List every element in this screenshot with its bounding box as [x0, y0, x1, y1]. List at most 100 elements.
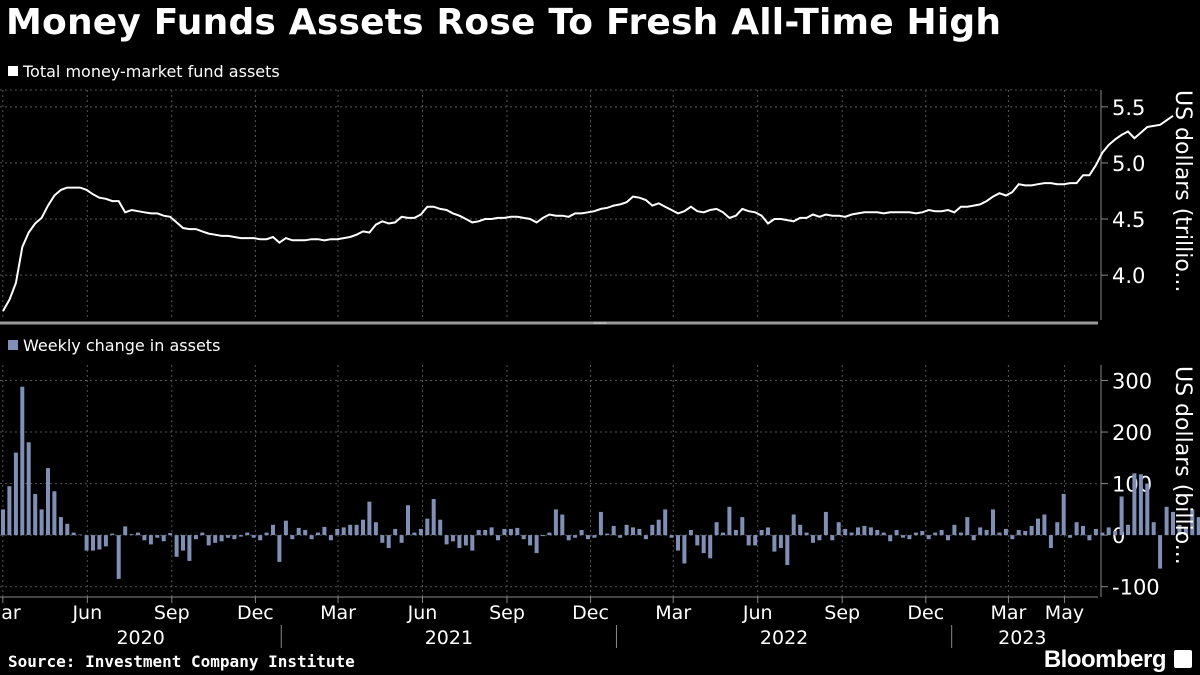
bar: [232, 535, 237, 540]
bar: [875, 530, 880, 536]
bar: [123, 526, 128, 536]
bar-gridlines: [0, 365, 1098, 597]
bar: [965, 517, 970, 536]
bar: [766, 527, 770, 536]
bar: [643, 535, 648, 540]
bar: [309, 535, 314, 540]
bar: [245, 532, 250, 536]
bar: [785, 535, 790, 565]
bar: [483, 530, 488, 536]
bar: [656, 519, 661, 536]
bar: [971, 535, 976, 541]
bar: [335, 528, 340, 536]
bar: [1029, 525, 1034, 536]
line-y-tick-label: 4.0: [1112, 264, 1145, 288]
source-note: Source: Investment Company Institute: [8, 652, 355, 671]
bar: [1177, 524, 1182, 536]
bar: [663, 509, 668, 536]
bar: [328, 535, 333, 541]
bar: [1196, 517, 1200, 536]
bloomberg-terminal-icon: [1174, 650, 1192, 668]
bar: [515, 527, 520, 536]
bar: [1048, 535, 1053, 548]
bar: [753, 535, 758, 546]
line-y-tick-label: 5.5: [1112, 96, 1145, 120]
bar: [373, 522, 378, 536]
bar: [901, 535, 905, 538]
bar: [553, 509, 558, 536]
bar: [303, 530, 308, 536]
bar: [1171, 511, 1175, 536]
bar: [798, 524, 803, 536]
bar: [1132, 473, 1137, 536]
bar: [476, 530, 481, 536]
bar-legend: Weekly change in assets: [8, 336, 220, 355]
bar: [103, 535, 108, 547]
bar: [1164, 506, 1169, 536]
line-legend-swatch: [8, 66, 18, 76]
bar: [740, 517, 745, 536]
bar: [116, 535, 121, 579]
bar: [91, 535, 95, 551]
chart-title: Money Funds Assets Rose To Fresh All-Tim…: [6, 2, 1002, 43]
x-month-label: Mar: [990, 602, 1026, 624]
bar: [181, 535, 185, 551]
bar: [1055, 522, 1060, 536]
line-y-tick-label: 4.5: [1112, 208, 1145, 232]
x-month-label: Jun: [742, 602, 773, 624]
bar: [573, 535, 578, 538]
x-month-label: Sep: [489, 602, 525, 624]
bar: [676, 535, 680, 551]
bar: [348, 524, 353, 536]
bar: [849, 532, 854, 536]
bar: [1061, 493, 1066, 536]
bar: [592, 535, 597, 538]
bar: [393, 528, 398, 536]
line-gridlines: [0, 89, 1098, 320]
x-month-label: Sep: [154, 602, 190, 624]
bar: [406, 505, 410, 536]
x-year-label: 2022: [760, 627, 808, 649]
bar: [791, 514, 796, 536]
bar: [991, 509, 995, 536]
bar: [438, 519, 443, 536]
bar: [13, 452, 18, 536]
bar: [290, 535, 295, 540]
x-month-label: Dec: [907, 602, 944, 624]
bar: [888, 535, 893, 542]
line-legend: Total money-market fund assets: [8, 62, 280, 81]
bar: [46, 468, 50, 536]
bar: [586, 535, 590, 540]
bar: [939, 530, 944, 536]
x-month-label: Sep: [824, 602, 860, 624]
bar: [206, 535, 211, 546]
bar: [431, 499, 436, 536]
bar: [161, 535, 166, 542]
bar: [727, 506, 732, 536]
bar: [920, 531, 925, 536]
bar: [997, 532, 1002, 536]
line-series: [2, 114, 1174, 312]
bar: [258, 535, 263, 541]
bar: [1145, 483, 1150, 536]
line-legend-label: Total money-market fund assets: [23, 62, 280, 81]
bar: [804, 532, 809, 536]
bar: [811, 535, 815, 543]
bar: [695, 535, 700, 546]
bar: [296, 527, 301, 536]
bar: [868, 527, 873, 536]
bar: [136, 532, 140, 536]
bar: [219, 535, 224, 542]
bar: [97, 535, 102, 550]
bar: [367, 501, 372, 536]
bar: [598, 511, 603, 536]
bar-legend-label: Weekly change in assets: [23, 336, 221, 355]
bar: [721, 532, 725, 536]
bar: [213, 535, 218, 543]
bar: [1, 509, 5, 536]
bar: [457, 535, 462, 548]
bar: [418, 528, 423, 536]
bar-y-tick-label: 200: [1112, 421, 1152, 445]
bar: [688, 530, 693, 536]
x-month-label: Mar: [655, 602, 691, 624]
